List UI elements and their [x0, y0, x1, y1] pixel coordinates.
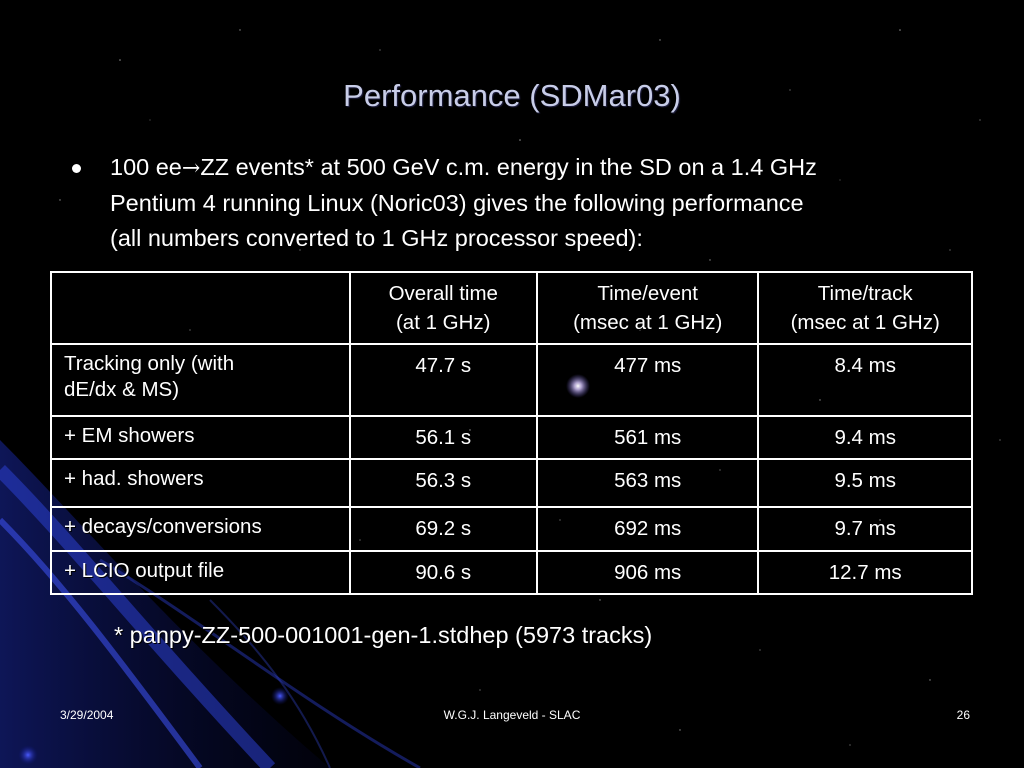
- table-row: + had. showers 56.3 s 563 ms 9.5 ms: [50, 458, 973, 508]
- row-label: + decays/conversions: [50, 506, 351, 552]
- row-per-event: 563 ms: [535, 458, 760, 508]
- row-label: + had. showers: [50, 458, 351, 508]
- bullet-line-1-pre: 100 ee: [110, 154, 182, 180]
- performance-table: Overall time (at 1 GHz) Time/event (msec a…: [50, 271, 973, 595]
- slide-title: Performance (SDMar03): [343, 78, 681, 113]
- footer-page-number: 26: [956, 708, 970, 722]
- bullet-line-1-post: ZZ events* at 500 GeV c.m. energy in the…: [200, 154, 817, 180]
- table-row: + LCIO output file 90.6 s 906 ms 12.7 ms: [50, 550, 973, 595]
- header-cell-per-event: Time/event (msec at 1 GHz): [535, 271, 760, 345]
- row-overall: 69.2 s: [348, 506, 538, 552]
- row-overall: 56.1 s: [348, 415, 538, 460]
- bullet-dot-icon: [72, 164, 81, 173]
- right-arrow-icon: →: [181, 156, 201, 181]
- row-per-track: 9.4 ms: [757, 415, 973, 460]
- row-overall: 47.7 s: [348, 343, 538, 417]
- table-row: + decays/conversions 69.2 s 692 ms 9.7 m…: [50, 506, 973, 552]
- row-overall: 56.3 s: [348, 458, 538, 508]
- header-cell-per-track: Time/track (msec at 1 GHz): [757, 271, 973, 345]
- row-per-track: 8.4 ms: [757, 343, 973, 417]
- footer-author: W.G.J. Langeveld - SLAC: [443, 708, 581, 722]
- footer-date: 3/29/2004: [60, 708, 114, 722]
- header-cell-empty: [50, 271, 351, 345]
- row-per-event: 692 ms: [535, 506, 760, 552]
- row-label: + LCIO output file: [50, 550, 351, 595]
- row-per-track: 9.7 ms: [757, 506, 973, 552]
- row-per-event: 477 ms: [535, 343, 760, 417]
- row-per-event: 906 ms: [535, 550, 760, 595]
- footnote: * panpy-ZZ-500-001001-gen-1.stdhep (5973…: [114, 622, 653, 648]
- row-per-event: 561 ms: [535, 415, 760, 460]
- bullet-line-1: 100 ee→ZZ events* at 500 GeV c.m. energy…: [110, 150, 972, 186]
- header-cell-overall: Overall time (at 1 GHz): [348, 271, 538, 345]
- bullet-text: 100 ee→ZZ events* at 500 GeV c.m. energy…: [110, 150, 972, 256]
- bullet-line-3: (all numbers converted to 1 GHz processo…: [110, 225, 643, 251]
- row-overall: 90.6 s: [348, 550, 538, 595]
- row-per-track: 9.5 ms: [757, 458, 973, 508]
- row-label: Tracking only (with dE/dx & MS): [50, 343, 351, 417]
- row-label: + EM showers: [50, 415, 351, 460]
- table-header-row: Overall time (at 1 GHz) Time/event (msec a…: [50, 271, 973, 345]
- table-row: + EM showers 56.1 s 561 ms 9.4 ms: [50, 415, 973, 460]
- row-per-track: 12.7 ms: [757, 550, 973, 595]
- table-row: Tracking only (with dE/dx & MS) 47.7 s 47…: [50, 343, 973, 417]
- bullet-item: 100 ee→ZZ events* at 500 GeV c.m. energy…: [72, 150, 972, 256]
- bullet-line-2: Pentium 4 running Linux (Noric03) gives …: [110, 190, 804, 216]
